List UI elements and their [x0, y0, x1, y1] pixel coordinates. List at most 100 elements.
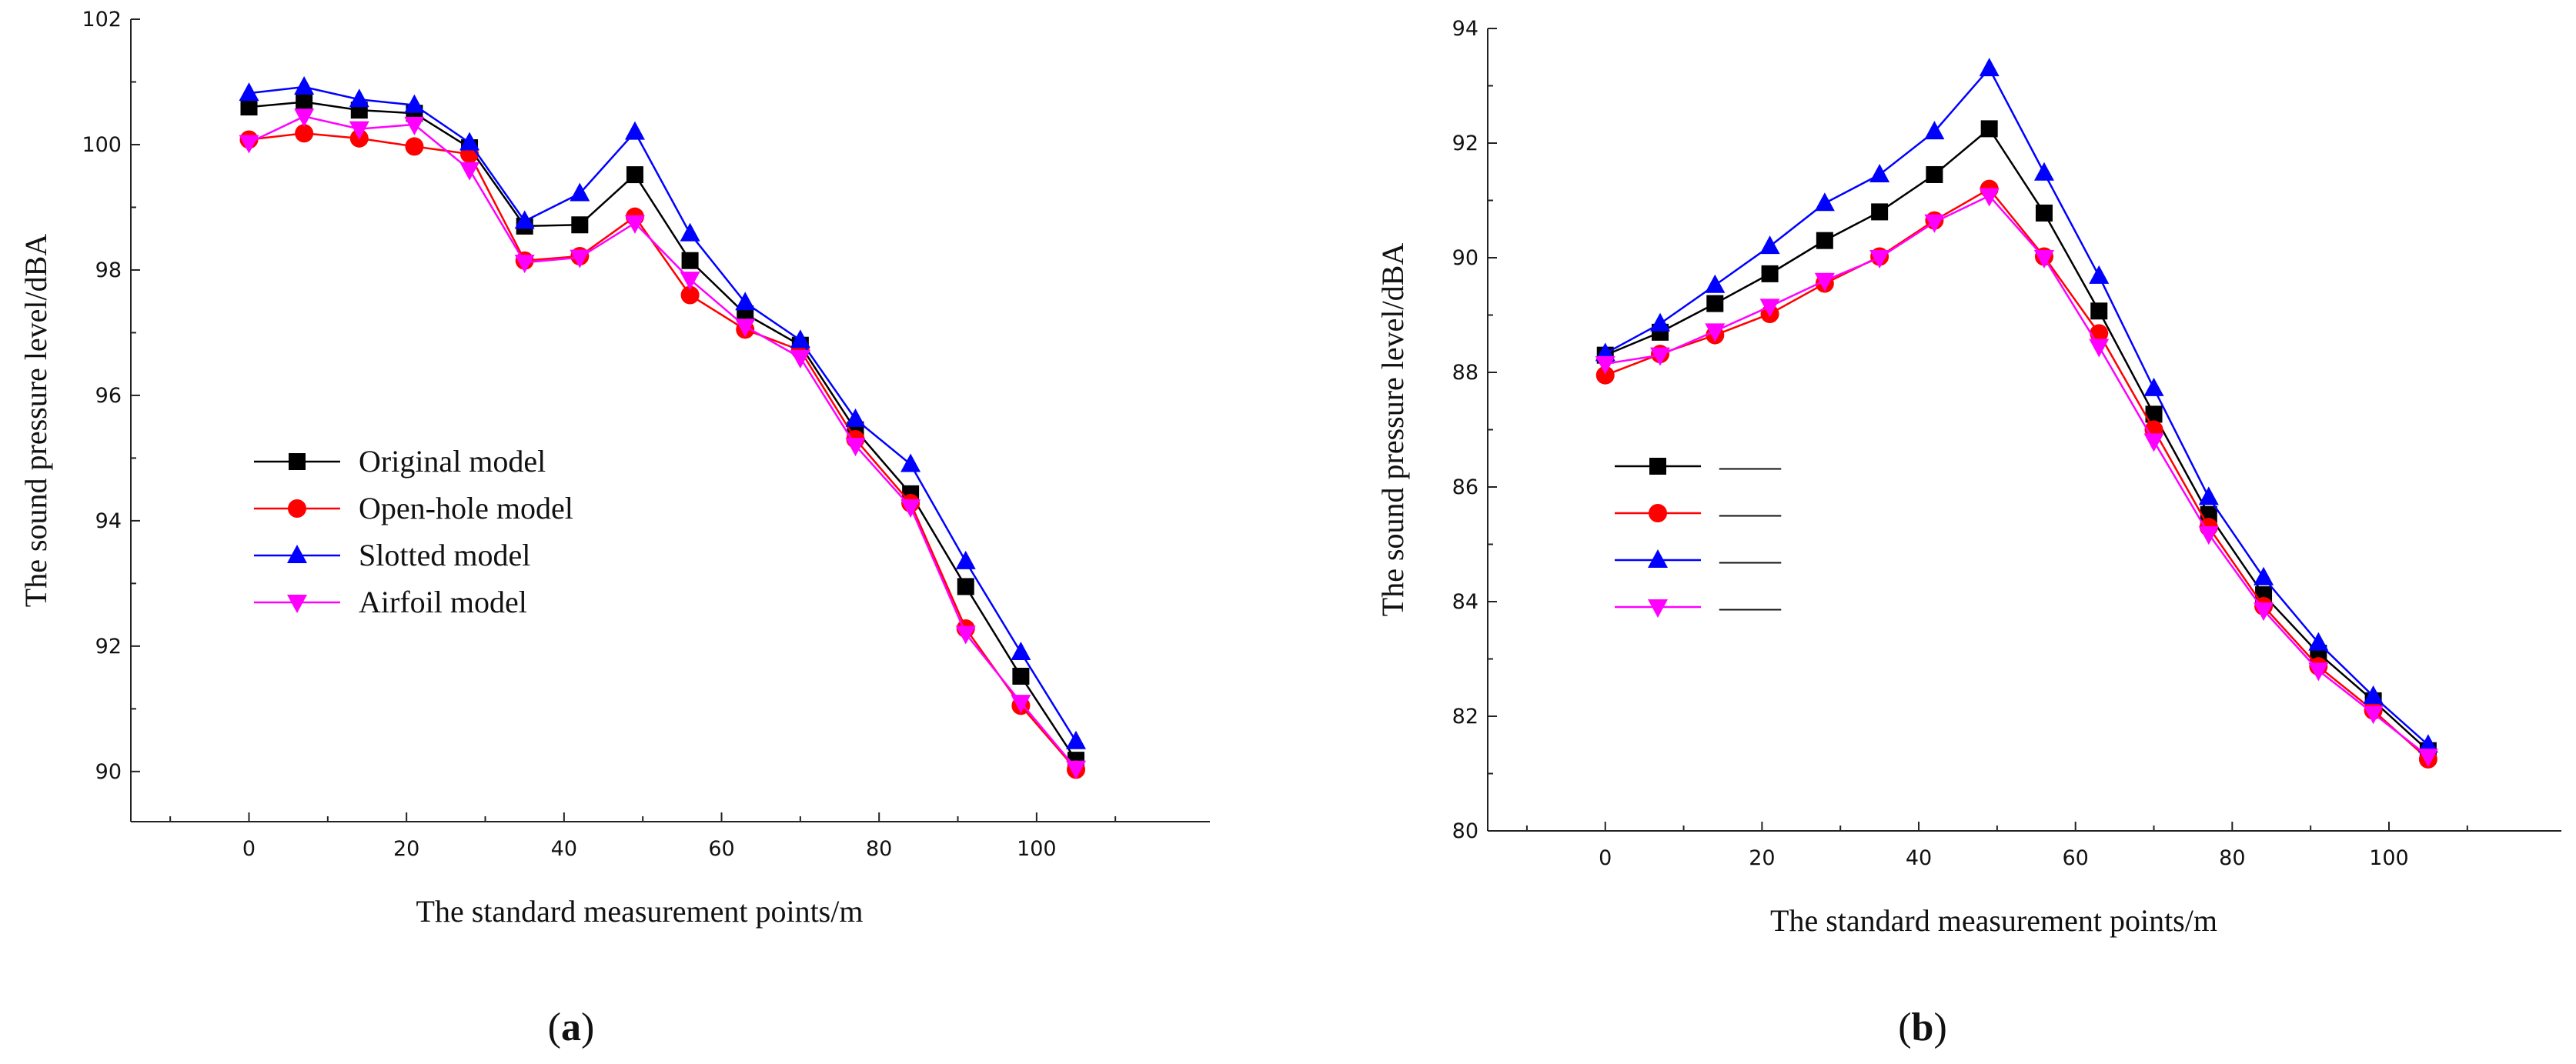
legend-label: Open-hole model: [359, 491, 573, 525]
data-point: [1650, 312, 1671, 332]
data-point: [2363, 685, 2384, 704]
data-point: [626, 166, 643, 184]
legend: —— —— —— ——: [1615, 449, 1782, 624]
data-point: [294, 108, 315, 128]
series-line: [1605, 187, 2429, 760]
data-point: [1595, 355, 1615, 375]
x-axis-label: The standard measurement points/m: [416, 894, 864, 929]
data-point: [1924, 121, 1945, 140]
legend-swatch-marker: [1648, 599, 1668, 618]
legend-swatch-marker: [287, 545, 307, 563]
legend-swatch-marker: [287, 595, 307, 613]
legend-swatch-marker: [1649, 458, 1666, 475]
data-point: [294, 76, 315, 95]
data-point: [624, 121, 645, 140]
data-point: [404, 94, 425, 113]
y-tick-label: 94: [95, 509, 122, 533]
data-point: [735, 319, 756, 338]
data-point: [514, 210, 535, 229]
data-point: [2417, 734, 2438, 753]
data-point: [680, 272, 700, 291]
data-point: [349, 88, 369, 108]
y-tick-label: 92: [95, 635, 122, 659]
data-point: [2254, 602, 2274, 622]
data-point: [571, 216, 589, 234]
x-tick-label: 60: [2063, 846, 2089, 870]
data-point: [570, 249, 590, 269]
series-triangle-down: [1595, 188, 2438, 768]
data-point: [1871, 203, 1889, 221]
data-point: [681, 252, 699, 269]
y-tick-label: 82: [1452, 705, 1478, 729]
data-point: [1011, 695, 1031, 714]
series-triangle-up: [1595, 58, 2438, 753]
data-point: [1814, 272, 1835, 292]
data-point: [624, 215, 645, 234]
legend-label: ——: [1719, 449, 1782, 483]
data-point: [459, 132, 480, 151]
chart-a: 90 92 94 96 98 100 102 0 20 40 60 80 100 The standard…: [18, 8, 1210, 929]
y-tick-label: 84: [1452, 590, 1478, 614]
data-point: [570, 182, 590, 202]
data-point: [240, 98, 258, 116]
data-point: [1595, 365, 1615, 385]
data-point: [296, 93, 313, 111]
data-point: [1869, 163, 1890, 182]
x-tick-label: 40: [1906, 846, 1932, 870]
data-point: [1705, 274, 1726, 293]
data-point: [459, 162, 480, 181]
series-line: [1605, 66, 2429, 746]
data-point: [1706, 295, 1724, 312]
data-point: [1816, 232, 1833, 249]
data-point: [790, 350, 810, 369]
legend-swatch-marker: [1649, 504, 1667, 522]
data-point: [239, 135, 259, 154]
y-tick-label: 96: [95, 384, 122, 408]
data-point: [955, 550, 976, 569]
data-point: [790, 329, 810, 349]
data-point: [1924, 214, 1945, 233]
legend-label: ——: [1719, 495, 1782, 530]
series-line: [1605, 195, 2429, 758]
panel-b-open: (: [1898, 1006, 1911, 1049]
legend-label: Airfoil model: [359, 585, 527, 619]
chart-b: 80 82 84 86 88 90 92 94 0 20 40 60 80 100 The standard…: [1375, 17, 2561, 938]
y-tick-label: 92: [1452, 132, 1478, 155]
data-point: [2033, 250, 2054, 269]
data-point: [1066, 760, 1087, 779]
x-tick-label: 20: [393, 837, 419, 861]
x-axis-label: The standard measurement points/m: [1770, 903, 2217, 938]
data-point: [955, 625, 976, 645]
x-tick-label: 60: [708, 837, 734, 861]
x-tick-label: 100: [2369, 846, 2409, 870]
x-tick-label: 0: [242, 837, 256, 861]
series-line: [1605, 127, 2429, 752]
y-axis-label: The sound pressure level/dBA: [1375, 243, 1410, 617]
legend-swatch-marker: [1648, 549, 1668, 568]
data-point: [845, 438, 866, 457]
data-point: [845, 408, 866, 427]
panel-b-letter: b: [1912, 1006, 1934, 1049]
legend-label: ——: [1719, 542, 1782, 577]
data-point: [2143, 433, 2164, 452]
y-tick-label: 98: [95, 258, 122, 282]
data-point: [349, 121, 369, 140]
panel-label-b: (b): [1898, 1006, 1947, 1049]
series-line: [249, 85, 1078, 742]
panel-label-a: (a): [548, 1006, 595, 1049]
data-point: [1012, 667, 1030, 685]
y-tick-label: 90: [95, 760, 122, 784]
series-triangle-up: [239, 76, 1087, 749]
data-point: [404, 116, 425, 135]
data-point: [1980, 120, 1998, 138]
data-point: [1979, 188, 2000, 207]
legend-label: Original model: [359, 444, 546, 479]
y-tick-label: 86: [1452, 475, 1478, 499]
data-point: [2035, 204, 2053, 222]
data-point: [1926, 165, 1943, 183]
panel-b-close: ): [1933, 1006, 1946, 1049]
y-tick-label: 88: [1452, 361, 1478, 385]
y-tick-label: 80: [1452, 819, 1478, 843]
data-point: [2089, 265, 2110, 284]
data-point: [1979, 58, 2000, 77]
